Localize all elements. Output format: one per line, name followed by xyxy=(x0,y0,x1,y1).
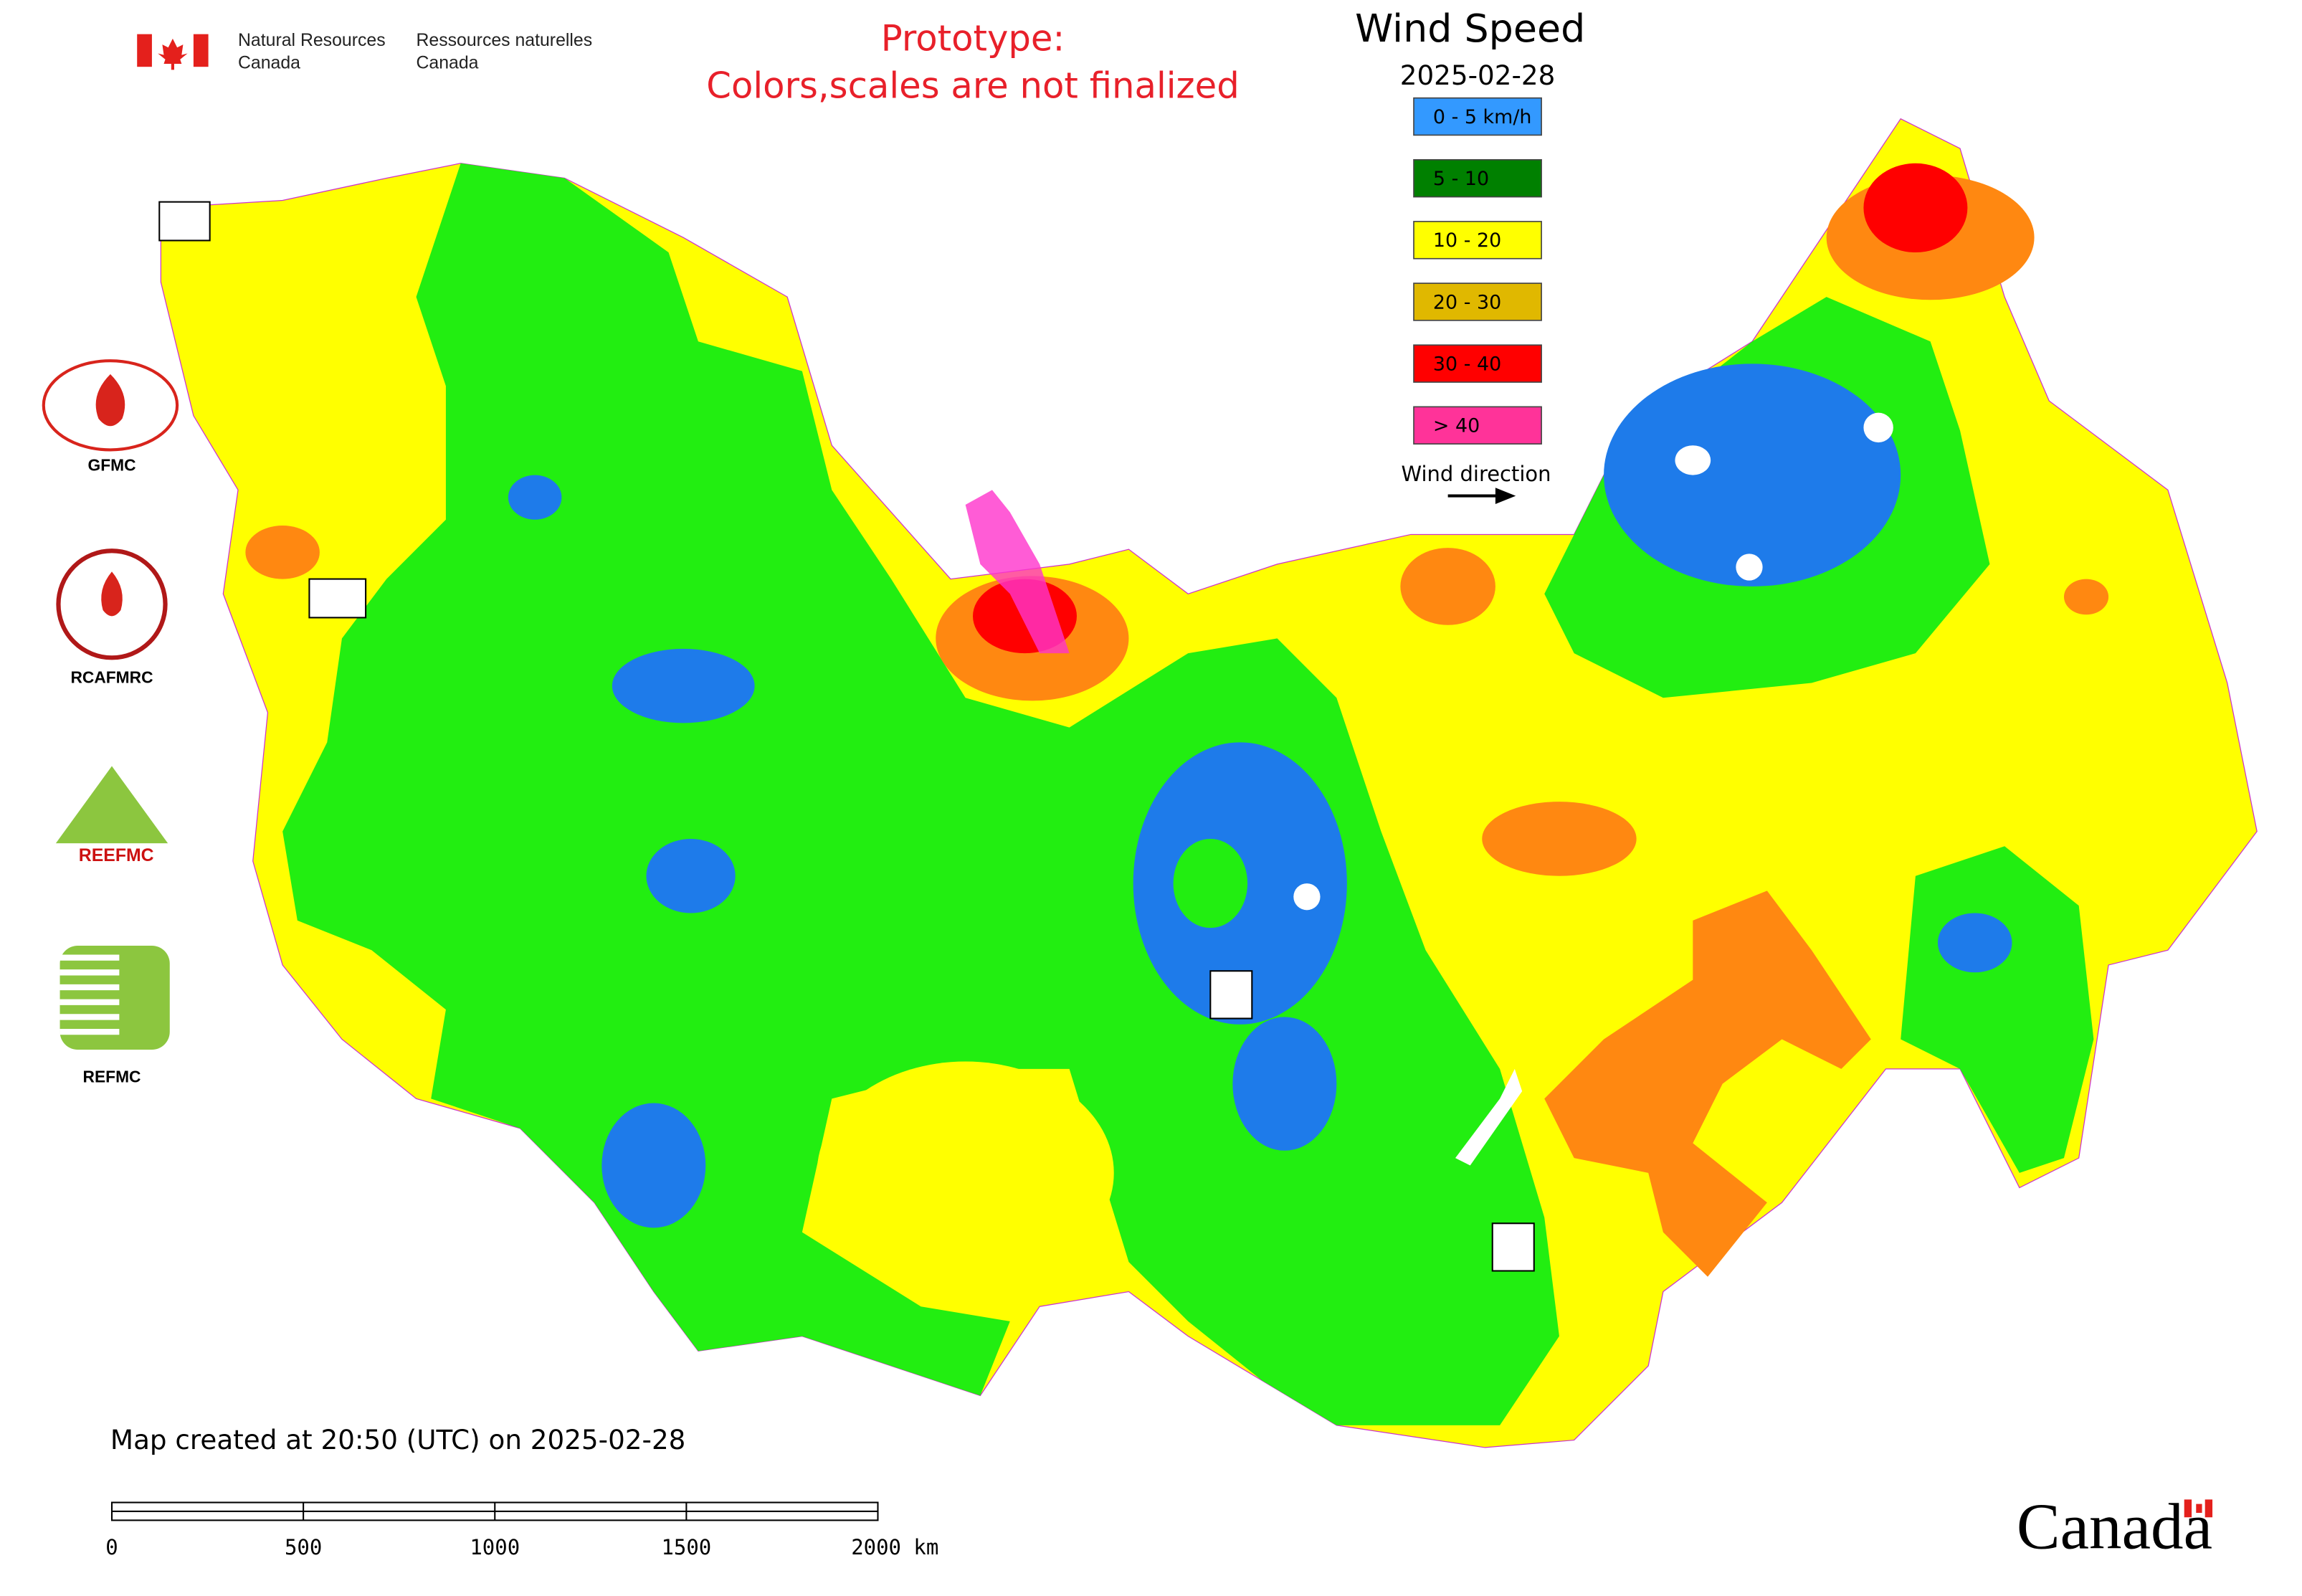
map-info: Map created at 20:50 (UTC) on 2025-02-28 xyxy=(110,1424,685,1455)
lake xyxy=(1293,883,1321,911)
zone-yellow xyxy=(817,1061,1114,1285)
legend-label: 10 - 20 xyxy=(1433,229,1501,252)
legend-swatch xyxy=(1413,221,1542,260)
notice: Prototype: xyxy=(881,17,1065,59)
agency-en: Canada xyxy=(238,53,300,72)
logo-label: GFMC xyxy=(87,455,135,474)
zone-orange xyxy=(1544,890,1871,1277)
zone-orange xyxy=(1482,802,1637,876)
zone-blue xyxy=(1232,1017,1337,1151)
scale-label: 500 xyxy=(285,1535,322,1559)
wordmark: Canada xyxy=(2017,1491,2212,1563)
legend-swatch xyxy=(1413,282,1542,321)
legend-swatch xyxy=(1413,406,1542,445)
wind-arrow xyxy=(1447,488,1516,504)
legend-label: 20 - 30 xyxy=(1433,291,1501,313)
legend-swatch xyxy=(1413,158,1542,198)
zone-blue xyxy=(601,1103,706,1228)
agency-fr: Canada xyxy=(417,53,479,72)
station-markers xyxy=(158,201,1535,1272)
legend-swatch xyxy=(1413,344,1542,383)
scale-label: 1500 xyxy=(661,1535,711,1559)
legend-label: 30 - 40 xyxy=(1433,353,1501,375)
notice: Colors,scales are not finalized xyxy=(706,65,1239,107)
logo-label: RCAFMRC xyxy=(70,668,153,687)
lake xyxy=(1863,412,1893,443)
legend: Wind Speed 2025-02-28 Wind direction 0 -… xyxy=(1355,6,1585,504)
zone-orange xyxy=(1400,548,1495,625)
legend-label: 0 - 5 km/h xyxy=(1433,106,1532,128)
zone-blue xyxy=(646,838,736,913)
legend-label: 5 - 10 xyxy=(1433,168,1489,190)
lake xyxy=(1736,554,1763,581)
island xyxy=(965,490,1070,654)
legend-swatch xyxy=(1413,97,1542,136)
wind-direction-label: Wind direction xyxy=(1401,462,1551,486)
logo-label: REFMC xyxy=(83,1068,141,1086)
legend-date: 2025-02-28 xyxy=(1400,60,1556,91)
zone-blue xyxy=(1604,364,1901,586)
zone-orange xyxy=(2063,579,2109,615)
wordmark-flag xyxy=(2184,1499,2213,1518)
scale-label: 2000 km xyxy=(851,1535,938,1559)
scale-label: 0 xyxy=(105,1535,118,1559)
zone-green xyxy=(1173,838,1248,928)
lake xyxy=(1675,445,1711,475)
lake xyxy=(1455,1068,1523,1166)
legend-title: Wind Speed xyxy=(1355,6,1585,51)
zone-blue xyxy=(1937,913,2012,973)
map xyxy=(160,118,2258,1448)
zone-orange xyxy=(245,526,320,579)
agency-fr: Ressources naturelles xyxy=(417,31,593,50)
zone-blue xyxy=(508,475,562,520)
legend-label: > 40 xyxy=(1433,415,1480,437)
logo-mark: REEFMC xyxy=(79,846,154,865)
zone-blue xyxy=(612,648,755,723)
zone-red xyxy=(1863,163,1968,253)
scale-label: 1000 xyxy=(470,1535,520,1559)
logos: GFMC RCAFMRC REEFMC REFMC xyxy=(42,359,191,1086)
agency-signature: Natural Resources Canada Ressources natu… xyxy=(137,31,592,72)
scale-bar: 0 500 1000 1500 2000 km xyxy=(105,1501,938,1559)
agency-en: Natural Resources xyxy=(238,31,386,50)
